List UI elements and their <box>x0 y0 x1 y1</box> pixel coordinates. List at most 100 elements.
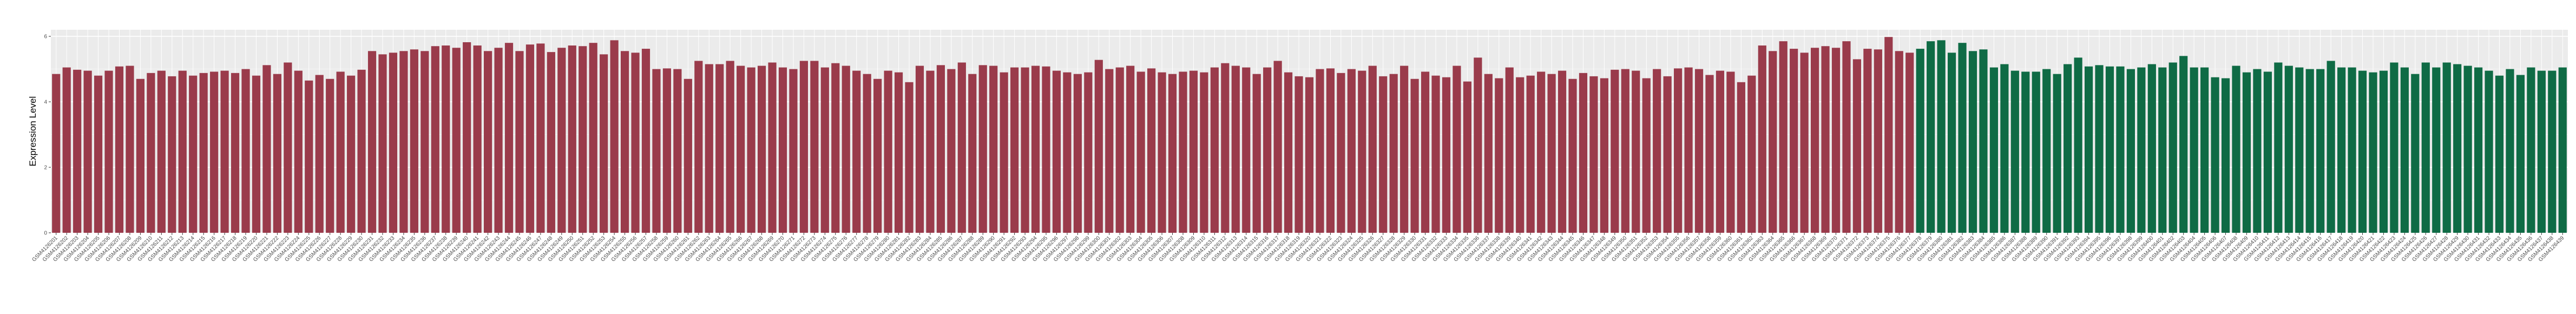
bar <box>241 69 250 233</box>
bar <box>1358 70 1366 233</box>
bar <box>442 45 450 233</box>
bar <box>2021 71 2030 233</box>
bar <box>2400 67 2409 233</box>
bar <box>2506 69 2514 233</box>
bar <box>347 75 356 233</box>
bar <box>926 70 935 233</box>
bar <box>610 40 619 233</box>
bar <box>420 51 429 233</box>
bar <box>115 66 124 233</box>
bar <box>1042 66 1050 233</box>
bar <box>1726 71 1735 233</box>
bar <box>1431 75 1440 233</box>
bar <box>1653 69 1661 233</box>
bar <box>1547 74 1556 233</box>
bar <box>1747 75 1756 233</box>
bar <box>1305 77 1314 233</box>
bar <box>189 75 198 233</box>
bar <box>1347 69 1356 233</box>
bar <box>589 43 597 233</box>
bar <box>2053 74 2061 233</box>
bar <box>1147 68 1156 233</box>
bar <box>1568 78 1577 233</box>
bar <box>2337 67 2346 233</box>
bar <box>1863 49 1872 233</box>
bar <box>2432 67 2441 233</box>
bar <box>2316 69 2325 233</box>
bar <box>1737 82 1745 233</box>
bar <box>1368 66 1377 233</box>
bar <box>1421 71 1430 233</box>
bar <box>2126 69 2135 233</box>
bar <box>715 64 724 233</box>
bar <box>210 71 219 233</box>
bar <box>83 70 92 233</box>
bar <box>1505 67 1514 233</box>
bar <box>2137 67 2146 233</box>
bar <box>1063 72 1072 233</box>
bar <box>1694 69 1704 233</box>
bar <box>1600 78 1608 233</box>
bar <box>1337 73 1345 233</box>
bar <box>2495 75 2504 233</box>
bar <box>662 68 672 233</box>
bar <box>757 66 766 233</box>
bar <box>284 62 292 233</box>
bar <box>1474 57 1482 233</box>
bar <box>473 45 482 233</box>
bar <box>1684 67 1693 233</box>
bar <box>1316 69 1324 233</box>
bar <box>515 51 524 233</box>
bar <box>2369 72 2377 233</box>
bar <box>452 48 461 233</box>
bar <box>894 72 903 233</box>
bar <box>1674 68 1683 233</box>
bar <box>852 70 861 233</box>
bar <box>1242 67 1251 233</box>
bar <box>2474 67 2483 233</box>
bar <box>2485 70 2493 233</box>
bar <box>1937 40 1946 233</box>
bar <box>1895 51 1903 233</box>
bar <box>2105 66 2114 233</box>
bar <box>136 78 144 233</box>
bar <box>2168 62 2177 233</box>
bar <box>2179 56 2188 233</box>
bar <box>789 69 798 233</box>
bar <box>378 54 387 233</box>
bar <box>1842 41 1851 233</box>
bar <box>1884 37 1893 233</box>
bar <box>1642 78 1651 233</box>
bar <box>1558 70 1567 233</box>
bar <box>1284 72 1293 233</box>
bar <box>1200 72 1208 233</box>
bar <box>484 51 492 233</box>
bar <box>1453 66 1461 233</box>
x-axis-ticks: GSM4126201GSM4126202GSM4126203GSM4126204… <box>31 233 2566 263</box>
bar <box>1189 70 1198 233</box>
bar <box>1379 76 1388 233</box>
bar <box>778 67 787 233</box>
bar <box>2516 75 2525 233</box>
bar <box>2411 74 2420 233</box>
y-axis-title: Expression Level <box>28 96 38 166</box>
bar <box>810 61 819 233</box>
bar <box>1831 48 1841 233</box>
bar <box>262 65 271 233</box>
bar <box>199 73 208 233</box>
bar <box>2263 71 2272 233</box>
bar <box>2032 71 2040 233</box>
bar <box>820 67 829 233</box>
bar-series <box>52 37 2567 233</box>
bar <box>1537 71 1546 233</box>
bar <box>1526 75 1535 233</box>
bar <box>463 42 471 233</box>
bar <box>2042 69 2051 233</box>
bar <box>1326 68 1335 233</box>
bar <box>579 46 587 233</box>
bar <box>399 51 408 233</box>
bar <box>126 66 134 233</box>
bar <box>694 61 703 233</box>
bar <box>673 69 682 233</box>
bar <box>367 51 377 233</box>
